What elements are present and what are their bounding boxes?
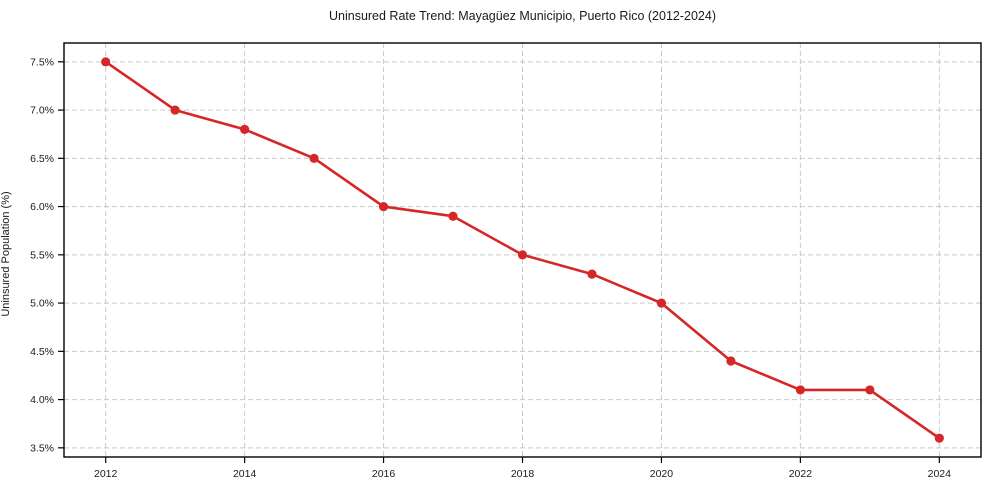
y-tick-label: 4.0% — [30, 394, 54, 406]
data-point-2024 — [934, 433, 944, 443]
x-tick-label: 2016 — [372, 468, 396, 480]
data-point-2014 — [240, 124, 250, 134]
y-tick-label: 5.5% — [30, 249, 54, 261]
y-tick-label: 7.0% — [30, 105, 54, 117]
data-point-2017 — [448, 211, 458, 221]
data-point-2023 — [865, 385, 875, 395]
x-tick-label: 2020 — [650, 468, 674, 480]
y-tick-label: 3.5% — [30, 442, 54, 454]
data-point-2015 — [309, 153, 319, 163]
y-tick-label: 6.5% — [30, 153, 54, 165]
x-tick-label: 2012 — [94, 468, 118, 480]
y-tick-label: 4.5% — [30, 346, 54, 358]
x-tick-label: 2024 — [928, 468, 952, 480]
chart-title: Uninsured Rate Trend: Mayagüez Municipio… — [328, 9, 716, 23]
data-point-2020 — [656, 298, 667, 308]
data-point-2019 — [587, 269, 597, 279]
data-point-2022 — [795, 385, 805, 395]
data-point-2012 — [101, 57, 111, 67]
y-tick-label: 7.5% — [30, 56, 54, 68]
plot-area — [64, 43, 981, 457]
y-tick-label: 6.0% — [30, 201, 54, 213]
x-tick-label: 2018 — [511, 468, 535, 480]
data-point-2018 — [517, 250, 528, 260]
y-tick-label: 5.0% — [30, 298, 54, 310]
data-point-2016 — [378, 201, 389, 212]
x-tick-label: 2022 — [789, 468, 813, 480]
data-point-2021 — [726, 356, 736, 366]
x-tick-label: 2014 — [233, 468, 257, 480]
data-point-2013 — [170, 105, 180, 115]
